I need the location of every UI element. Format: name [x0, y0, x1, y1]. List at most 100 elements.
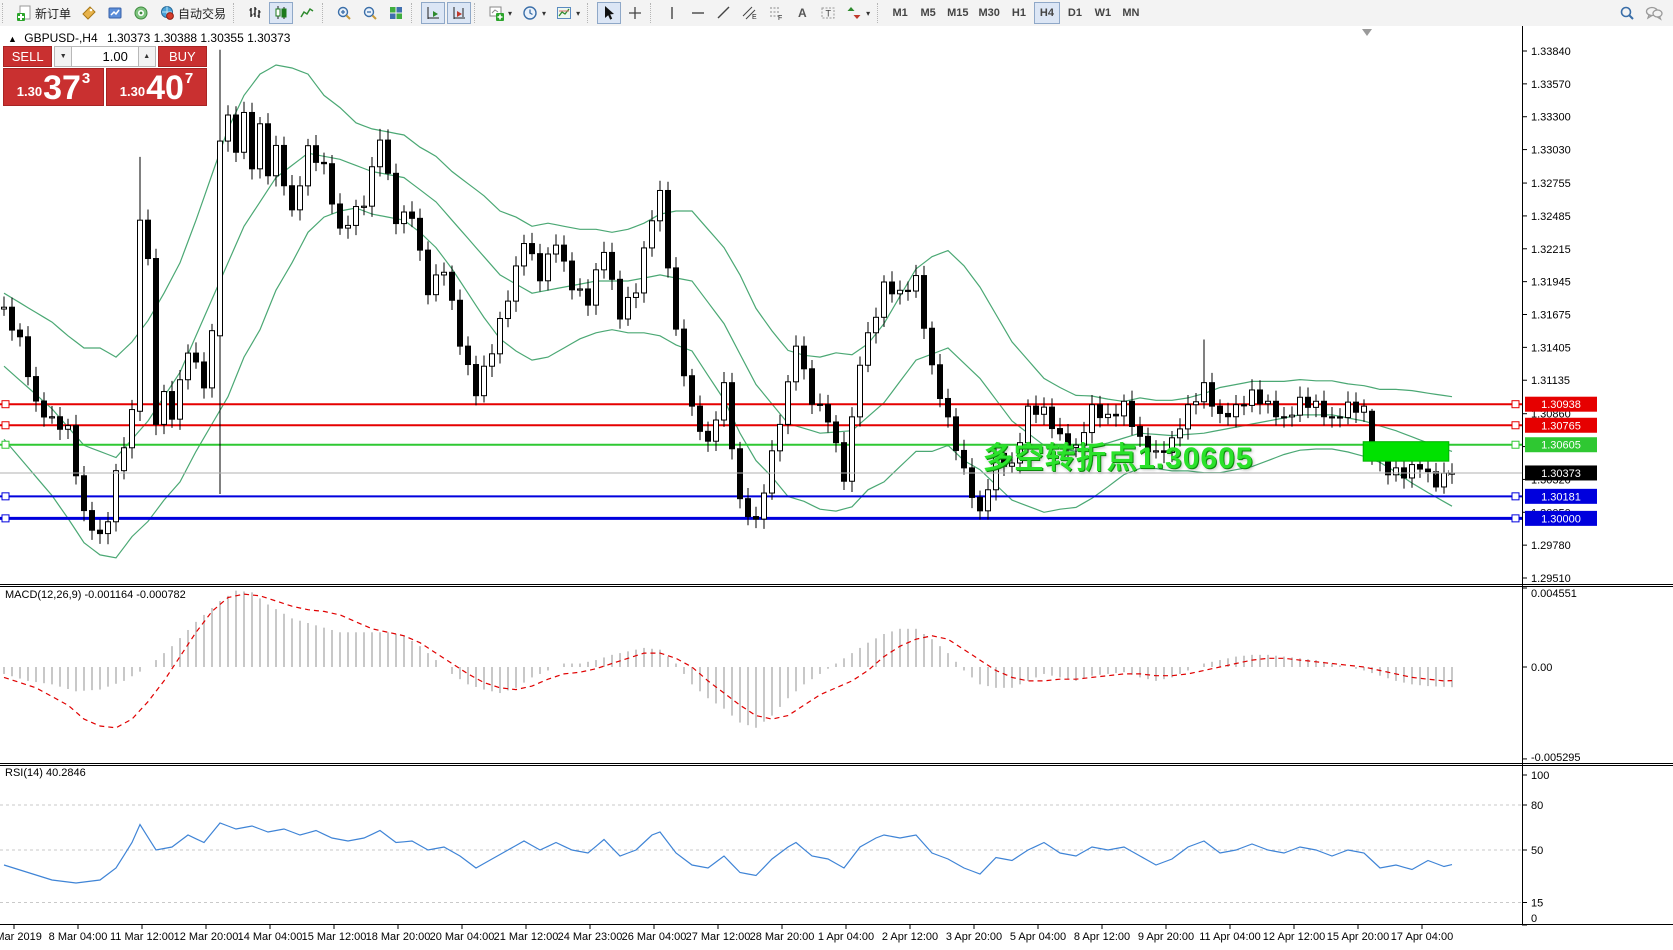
- chart-autoscroll-icon: [453, 7, 466, 19]
- tab-timeframe-h1[interactable]: H1: [1006, 2, 1032, 24]
- dropdown-caret: ▾: [866, 8, 871, 18]
- arrows-button[interactable]: ▾: [842, 2, 874, 24]
- tab-timeframe-m5[interactable]: M5: [915, 2, 941, 24]
- text-button[interactable]: A: [790, 2, 814, 24]
- chart-shift-button[interactable]: [421, 2, 446, 24]
- cursor-icon: [605, 6, 615, 20]
- svg-text:15 Apr 20:00: 15 Apr 20:00: [1327, 931, 1389, 943]
- toolbar-separator: [411, 3, 418, 23]
- svg-text:1.30181: 1.30181: [1541, 491, 1581, 503]
- sell-button[interactable]: SELL: [3, 46, 53, 67]
- svg-text:9 Apr 20:00: 9 Apr 20:00: [1138, 931, 1194, 943]
- candlestick-chart-button[interactable]: [269, 2, 294, 24]
- svg-text:11 Apr 04:00: 11 Apr 04:00: [1199, 931, 1261, 943]
- svg-text:0.004551: 0.004551: [1531, 588, 1577, 600]
- macd-indicator-label: MACD(12,26,9) -0.001164 -0.000782: [5, 589, 186, 601]
- sell-price[interactable]: 1.30 37 3: [3, 68, 104, 106]
- terminal-button[interactable]: [103, 2, 127, 24]
- tile-windows-button[interactable]: [384, 2, 408, 24]
- fibonacci-icon: F: [770, 7, 782, 21]
- autotrading-icon: [161, 6, 174, 20]
- templates-button[interactable]: ▾: [552, 2, 584, 24]
- toolbar-separator: [587, 3, 594, 23]
- equidistant-channel-button[interactable]: E: [738, 2, 762, 24]
- tab-timeframe-m1[interactable]: M1: [887, 2, 913, 24]
- dropdown-caret: ▾: [508, 8, 513, 18]
- chart-shift-icon: [427, 7, 440, 19]
- strategy-tester-button[interactable]: [129, 2, 153, 24]
- crosshair-button[interactable]: [623, 2, 647, 24]
- zoom-in-button[interactable]: [332, 2, 356, 24]
- zoom-out-button[interactable]: [358, 2, 382, 24]
- new-chart-button[interactable]: ▾: [484, 2, 516, 24]
- svg-text:3 Apr 20:00: 3 Apr 20:00: [946, 931, 1002, 943]
- templates-icon: [557, 7, 572, 19]
- horizontal-line-button[interactable]: [686, 2, 710, 24]
- svg-text:1.33300: 1.33300: [1531, 112, 1571, 124]
- svg-text:F: F: [778, 15, 782, 21]
- vertical-line-button[interactable]: [660, 2, 684, 24]
- toolbar-handle: [2, 3, 9, 23]
- chart-symbol-period: GBPUSD-,H4: [24, 31, 98, 45]
- market-watch-icon: [82, 6, 96, 20]
- svg-text:A: A: [798, 6, 807, 20]
- svg-text:11 Mar 12:00: 11 Mar 12:00: [110, 931, 174, 943]
- tab-timeframe-h4[interactable]: H4: [1033, 2, 1060, 24]
- svg-text:1.33030: 1.33030: [1531, 145, 1571, 157]
- svg-text:15 Mar 12:00: 15 Mar 12:00: [302, 931, 367, 943]
- new-order-button[interactable]: 新订单: [12, 2, 75, 24]
- text-label-icon: T: [821, 7, 835, 19]
- text-label-button[interactable]: T: [816, 2, 840, 24]
- tab-timeframe-mn[interactable]: MN: [1118, 2, 1144, 24]
- svg-text:12 Mar 20:00: 12 Mar 20:00: [174, 931, 239, 943]
- toolbar: 新订单 自动交易 ▾ ▾: [0, 0, 1673, 27]
- volume-decrease-button[interactable]: ▼: [54, 46, 73, 67]
- horizontal-line-icon: [692, 12, 705, 14]
- tab-timeframe-m15[interactable]: M15: [943, 2, 972, 24]
- chart-canvas[interactable]: + +1.33840 1.33570 1.33300 1.33030 1.32755 1.3…: [0, 26, 1673, 950]
- svg-text:1.29510: 1.29510: [1531, 573, 1571, 585]
- periods-clock-icon: [523, 6, 537, 20]
- tab-timeframe-w1[interactable]: W1: [1090, 2, 1116, 24]
- svg-text:1.31405: 1.31405: [1531, 342, 1571, 354]
- chart-title: ▲ GBPUSD-,H4 1.30373 1.30388 1.30355 1.3…: [8, 31, 290, 45]
- collapse-triangle-icon[interactable]: ▲: [8, 34, 17, 44]
- buy-price-point: 7: [184, 70, 194, 87]
- volume-input[interactable]: 1.00: [72, 46, 138, 67]
- trendline-button[interactable]: [712, 2, 736, 24]
- svg-text:0.00: 0.00: [1531, 662, 1552, 674]
- buy-button[interactable]: BUY: [157, 46, 207, 67]
- chart-autoscroll-button[interactable]: [447, 2, 472, 24]
- bar-chart-button[interactable]: [243, 2, 267, 24]
- arrows-icon: [847, 7, 861, 19]
- buy-price-pips: 40: [146, 69, 184, 107]
- tile-windows-icon: [390, 7, 403, 19]
- toolbar-separator: [474, 3, 481, 23]
- volume-increase-button[interactable]: ▲: [137, 46, 156, 67]
- dropdown-caret: ▾: [542, 8, 547, 18]
- tab-timeframe-m30[interactable]: M30: [975, 2, 1004, 24]
- fibonacci-button[interactable]: F: [764, 2, 788, 24]
- search-button[interactable]: [1615, 2, 1639, 24]
- line-chart-button[interactable]: [295, 2, 319, 24]
- buy-price[interactable]: 1.30 40 7: [106, 68, 207, 106]
- new-chart-icon: [489, 6, 505, 21]
- zoom-in-icon: [337, 6, 351, 20]
- svg-text:2 Apr 12:00: 2 Apr 12:00: [882, 931, 938, 943]
- chat-button[interactable]: [1641, 2, 1667, 24]
- tab-timeframe-d1[interactable]: D1: [1062, 2, 1088, 24]
- svg-text:21 Mar 12:00: 21 Mar 12:00: [494, 931, 559, 943]
- svg-text:6 Mar 2019: 6 Mar 2019: [0, 931, 42, 943]
- autotrading-button[interactable]: 自动交易: [155, 2, 230, 24]
- market-watch-button[interactable]: [77, 2, 101, 24]
- svg-text:1.31945: 1.31945: [1531, 277, 1571, 289]
- chart-ohlc-values: 1.30373 1.30388 1.30355 1.30373: [106, 31, 291, 45]
- svg-text:15: 15: [1531, 898, 1543, 910]
- bar-chart-icon: [249, 7, 261, 18]
- cursor-button[interactable]: [597, 2, 622, 24]
- periods-button[interactable]: ▾: [518, 2, 550, 24]
- svg-text:100: 100: [1531, 770, 1549, 782]
- svg-text:1.30938: 1.30938: [1541, 399, 1581, 411]
- svg-text:1.29780: 1.29780: [1531, 540, 1571, 552]
- svg-text:17 Apr 04:00: 17 Apr 04:00: [1391, 931, 1453, 943]
